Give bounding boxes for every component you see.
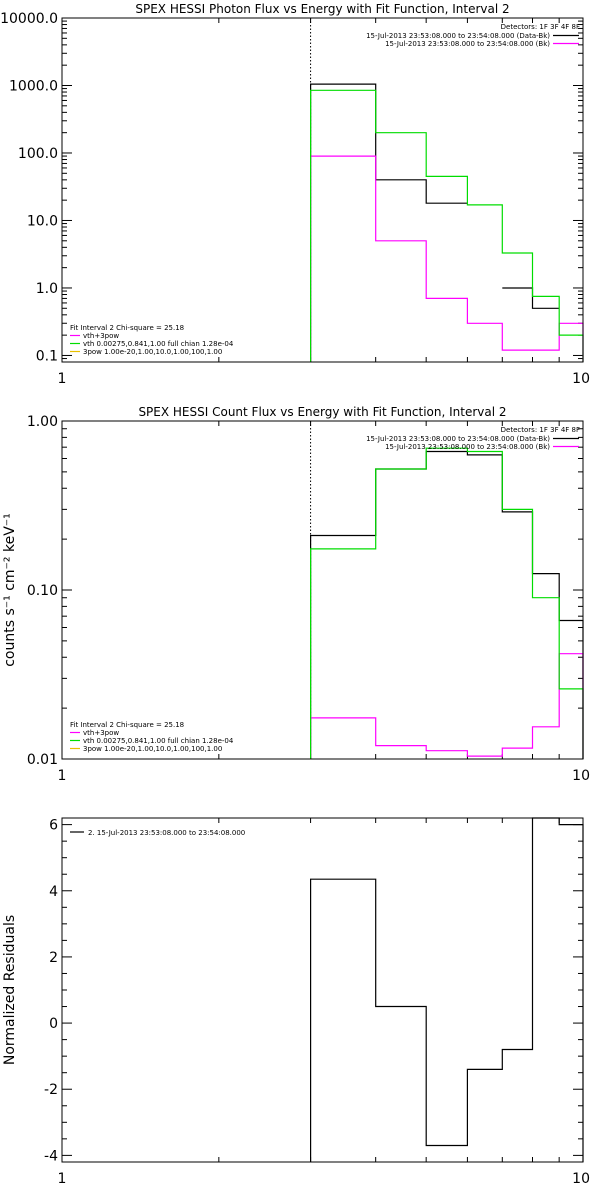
y-tick-label: 4 xyxy=(49,884,58,900)
x-tick-label: 10 xyxy=(572,371,590,387)
detectors-label: Detectors: 1F 3F 4F 8F xyxy=(501,426,580,434)
fit-info-line: vth+3pow xyxy=(83,332,119,340)
y-tick-label: 10.0 xyxy=(27,213,58,229)
x-tick-label: 10 xyxy=(572,768,590,784)
series-line-1 xyxy=(310,83,560,362)
x-tick-label: 1 xyxy=(58,1171,67,1187)
fit-info-header: Fit Interval 2 Chi-square = 25.18 xyxy=(70,324,184,332)
series-line-1 xyxy=(310,817,584,1162)
series-line-3 xyxy=(310,89,584,362)
x-tick-label: 1 xyxy=(58,768,67,784)
fit-info-line: vth+3pow xyxy=(83,729,119,737)
y-tick-label: 0 xyxy=(49,1016,58,1032)
y-tick-label: -4 xyxy=(44,1148,58,1164)
legend-entry: 15-Jul-2013 23:53:08.000 to 23:54:08.000… xyxy=(385,443,550,451)
legend-entry: 15-Jul-2013 23:53:08.000 to 23:54:08.000… xyxy=(366,435,550,443)
y-tick-label: 10000.0 xyxy=(0,11,58,27)
y-tick-label: -2 xyxy=(44,1082,58,1098)
series-line-2 xyxy=(310,155,584,362)
y-tick-label: 6 xyxy=(49,818,58,834)
y-axis-label: Normalized Residuals xyxy=(2,915,18,1065)
series-line-1 xyxy=(310,450,584,759)
legend-entry: 2. 15-Jul-2013 23:53:08.000 to 23:54:08.… xyxy=(88,829,245,837)
fit-info-line: vth 0.00275,0.841,1.00 full chian 1.28e-… xyxy=(83,737,234,745)
y-tick-label: 0.01 xyxy=(27,752,58,768)
legend-entry: 15-Jul-2013 23:53:08.000 to 23:54:08.000… xyxy=(385,40,550,48)
plot-frame xyxy=(61,817,584,1163)
y-tick-label: 2 xyxy=(49,950,58,966)
x-tick-label: 1 xyxy=(58,371,67,387)
chart-panel-2: SPEX HESSI Count Flux vs Energy with Fit… xyxy=(2,405,590,784)
legend-entry: 15-Jul-2013 23:53:08.000 to 23:54:08.000… xyxy=(366,32,550,40)
y-tick-label: 100.0 xyxy=(18,146,58,162)
fit-info-line: 3pow 1.00e-20,1.00,10.0,1.00,100,1.00 xyxy=(83,745,222,753)
y-tick-label: 0.1 xyxy=(36,348,58,364)
y-tick-label: 1.00 xyxy=(27,414,58,430)
y-tick-label: 1.0 xyxy=(36,281,58,297)
plot-frame xyxy=(61,420,584,760)
x-tick-label: 10 xyxy=(572,1171,590,1187)
fit-info-header: Fit Interval 2 Chi-square = 25.18 xyxy=(70,721,184,729)
fit-info-line: vth 0.00275,0.841,1.00 full chian 1.28e-… xyxy=(83,340,234,348)
detectors-label: Detectors: 1F 3F 4F 8F xyxy=(501,23,580,31)
series-line-3 xyxy=(310,447,584,759)
series-line-2 xyxy=(310,653,584,759)
chart-title: SPEX HESSI Count Flux vs Energy with Fit… xyxy=(138,405,506,419)
chart-panel-1: SPEX HESSI Photon Flux vs Energy with Fi… xyxy=(0,2,590,387)
chart-title: SPEX HESSI Photon Flux vs Energy with Fi… xyxy=(135,2,509,16)
y-axis-label: counts s⁻¹ cm⁻² keV⁻¹ xyxy=(2,513,18,667)
chart-panel-3: 1 10 -4 -2 0 2 4 6 Normalized Residuals 2. 15-Jul… xyxy=(2,817,590,1187)
plot-frame xyxy=(61,17,584,363)
y-tick-label: 1000.0 xyxy=(9,78,58,94)
y-tick-label: 0.10 xyxy=(27,583,58,599)
fit-info-line: 3pow 1.00e-20,1.00,10.0,1.00,100,1.00 xyxy=(83,348,222,356)
